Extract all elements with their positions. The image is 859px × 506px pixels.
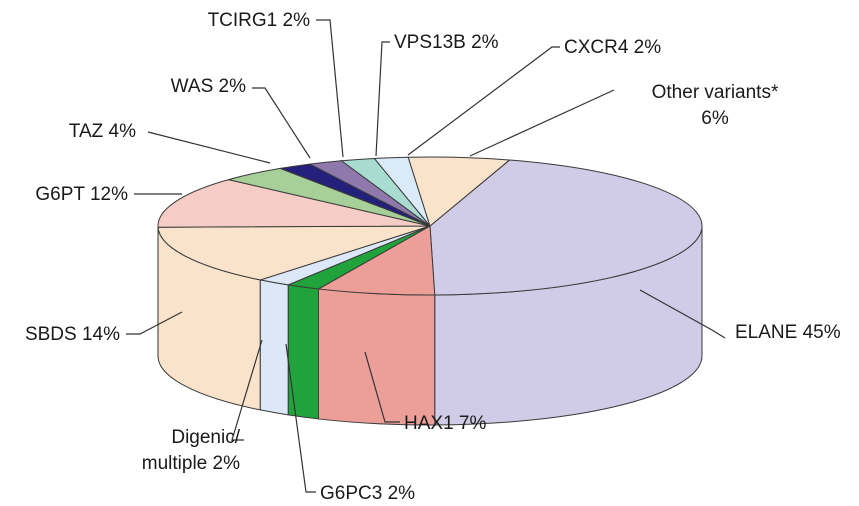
slice-label-other-variants-: Other variants* 6%: [652, 82, 779, 129]
slice-label-digenic-multiple: Digenic/multiple 2%: [142, 427, 241, 474]
slice-label-tcirg1: TCIRG1 2%: [208, 10, 311, 31]
slice-sbds: [157, 225, 431, 281]
slice-label-vps13b: VPS13B 2%: [394, 32, 499, 53]
slice-label-g6pc3: G6PC3 2%: [320, 483, 415, 504]
slice-label-hax1: HAX1 7%: [404, 413, 486, 434]
slice-label-sbds: SBDS 14%: [25, 324, 120, 345]
slice-label-elane: ELANE 45%: [735, 322, 841, 343]
slice-side-hax1: [318, 288, 436, 426]
slice-labels: ELANE 45% HAX1 7% G6PC3 2% Digenic/multiple…: [25, 10, 841, 504]
slice-label-taz: TAZ 4%: [69, 121, 136, 142]
leader-line-tail-elane: [711, 329, 726, 339]
leader-line-vps13b: [375, 41, 390, 157]
leader-line-other-variants-: [469, 89, 615, 157]
slice-other-variants-: [407, 156, 511, 227]
leader-line-taz: [147, 131, 271, 164]
slice-elane: [429, 159, 703, 296]
leader-lines: [126, 19, 726, 493]
slice-hax1: [316, 225, 436, 296]
leader-line-hax1: [364, 351, 400, 423]
leader-line-tcirg1: [316, 19, 344, 158]
slice-tops: [157, 156, 703, 296]
leader-line-sbds: [126, 311, 183, 335]
slice-sides: [157, 225, 703, 426]
leader-line-elane: [639, 289, 713, 331]
slice-label-g6pt: G6PT 12%: [35, 184, 128, 205]
leader-line-cxcr4: [407, 46, 560, 156]
slice-g6pt: [157, 179, 431, 228]
leader-line-was: [252, 87, 311, 159]
slice-label-cxcr4: CXCR4 2%: [564, 37, 661, 58]
leader-line-digenic-multiple: [231, 339, 263, 441]
leader-line-g6pc3: [285, 343, 316, 493]
slice-label-was: WAS 2%: [171, 76, 246, 97]
slice-side-digenic-multiple: [259, 279, 289, 416]
